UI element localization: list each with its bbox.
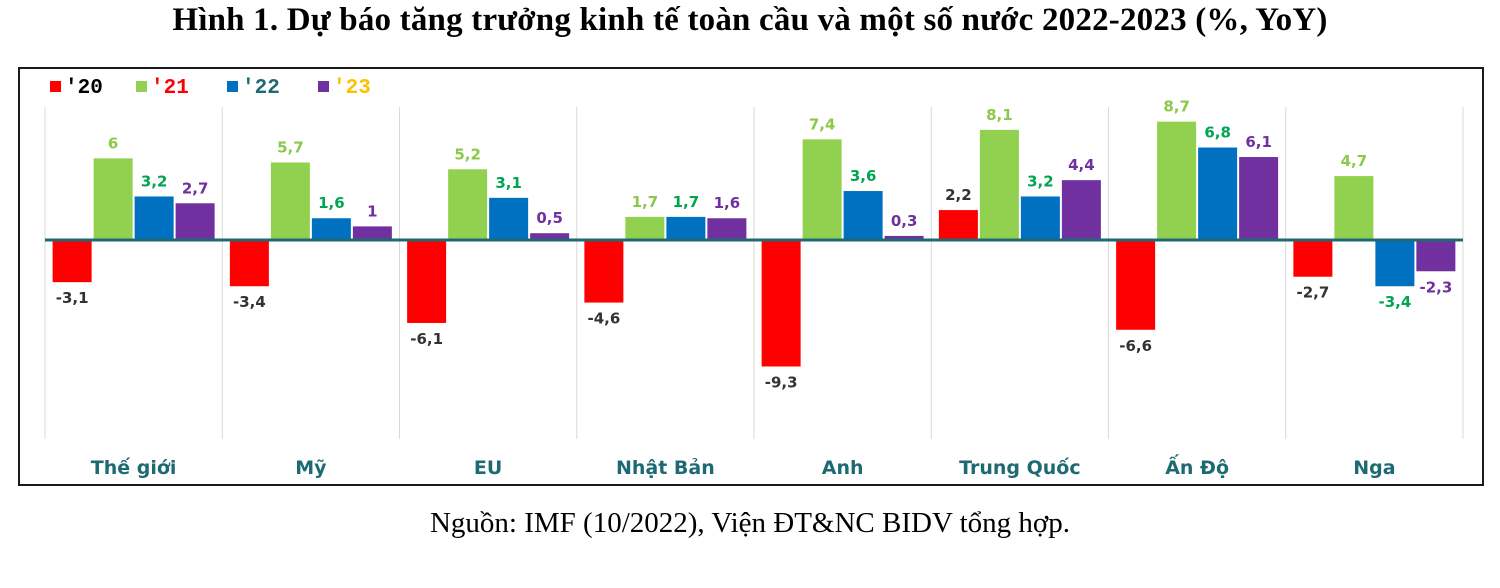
bar-chart: -3,1 -3,4 -6,1 -4,6 -9,3 2,2 -6,6 -2,7 6 5,7 5,2 1,…	[44, 77, 1464, 479]
data-label: 8,7	[1163, 98, 1190, 116]
bar-y21-0	[93, 158, 133, 240]
data-label: 1,7	[673, 193, 700, 211]
bar-y23-6	[1239, 157, 1279, 240]
data-label: 2,7	[182, 179, 209, 197]
category-label: Trung Quốc	[959, 456, 1081, 479]
bar-y22-7	[1375, 240, 1415, 287]
bar-y21-1	[270, 162, 310, 240]
bar-y22-2	[489, 197, 529, 240]
data-label: 1	[367, 202, 377, 220]
bar-y21-4	[802, 139, 842, 240]
bar-y22-4	[843, 191, 883, 240]
data-label: 6,8	[1204, 124, 1231, 142]
legend-label: '21	[151, 77, 189, 100]
bar-y20-7	[1293, 240, 1333, 277]
data-label: 7,4	[809, 115, 836, 133]
category-label: Anh	[822, 457, 864, 479]
bar-y21-5	[979, 129, 1019, 240]
bar-y22-5	[1020, 196, 1060, 240]
data-label: 4,4	[1068, 156, 1095, 174]
category-label: Ấn Độ	[1165, 453, 1229, 479]
data-label: 8,1	[986, 106, 1013, 124]
category-label: Thế giới	[91, 456, 177, 479]
bar-y23-7	[1416, 240, 1456, 272]
legend-label: '22	[242, 77, 280, 100]
data-label: -2,3	[1419, 278, 1452, 296]
data-label: 3,2	[141, 172, 168, 190]
data-label: 0,5	[536, 209, 563, 227]
legend-label: '23	[333, 77, 371, 100]
bar-y23-2	[530, 233, 570, 240]
data-label: -6,6	[1119, 337, 1152, 355]
bar-y23-4	[884, 235, 924, 240]
data-label: -4,6	[587, 310, 620, 328]
bar-y21-3	[625, 216, 665, 240]
data-label: -2,7	[1296, 284, 1329, 302]
data-label: 0,3	[891, 212, 918, 230]
category-label: Nga	[1353, 457, 1395, 479]
legend-label: '20	[65, 77, 103, 100]
chart-frame: -3,1 -3,4 -6,1 -4,6 -9,3 2,2 -6,6 -2,7 6 5,7 5,2 1,…	[18, 67, 1484, 486]
data-label: 3,6	[850, 167, 877, 185]
bar-y23-3	[707, 218, 747, 240]
data-label: 2,2	[945, 186, 972, 204]
bar-y21-7	[1334, 176, 1374, 240]
bar-y21-6	[1157, 121, 1197, 240]
legend-swatch	[227, 81, 238, 92]
bar-y23-1	[352, 226, 392, 240]
legend-swatch	[318, 81, 329, 92]
legend-swatch	[50, 81, 61, 92]
data-label: 3,1	[495, 174, 522, 192]
bar-y21-2	[448, 169, 488, 240]
source-note: Nguồn: IMF (10/2022), Viện ĐT&NC BIDV tổ…	[429, 507, 1071, 539]
bar-y20-2	[407, 240, 447, 323]
category-label: EU	[474, 457, 502, 479]
bar-y20-5	[938, 210, 978, 240]
bar-y20-1	[229, 240, 269, 287]
category-label: Nhật Bản	[616, 457, 715, 479]
bar-y20-3	[584, 240, 624, 303]
data-label: 1,7	[632, 193, 659, 211]
data-label: 5,7	[277, 138, 304, 156]
data-label: -3,1	[56, 289, 89, 307]
data-label: 6,1	[1245, 133, 1272, 151]
data-label: 3,2	[1027, 172, 1054, 190]
bar-y23-0	[175, 203, 215, 240]
data-label: 6	[108, 134, 118, 152]
data-label: 5,2	[454, 145, 481, 163]
data-label: -3,4	[233, 293, 266, 311]
data-label: 4,7	[1341, 152, 1368, 170]
data-label: -9,3	[765, 373, 798, 391]
bar-y22-1	[311, 218, 351, 240]
bar-y22-0	[134, 196, 174, 240]
bar-y20-6	[1116, 240, 1156, 330]
bar-y22-3	[666, 216, 706, 240]
data-label: 1,6	[318, 194, 345, 212]
bar-y20-0	[52, 240, 92, 283]
data-label: 1,6	[714, 194, 741, 212]
chart-title: Hình 1. Dự báo tăng trưởng kinh tế toàn …	[172, 2, 1328, 38]
bar-y23-5	[1061, 180, 1101, 240]
data-label: -3,4	[1378, 293, 1411, 311]
legend-swatch	[136, 81, 147, 92]
category-label: Mỹ	[295, 457, 327, 479]
bar-y20-4	[761, 240, 801, 367]
bar-y22-6	[1198, 147, 1238, 240]
data-label: -6,1	[410, 330, 443, 348]
